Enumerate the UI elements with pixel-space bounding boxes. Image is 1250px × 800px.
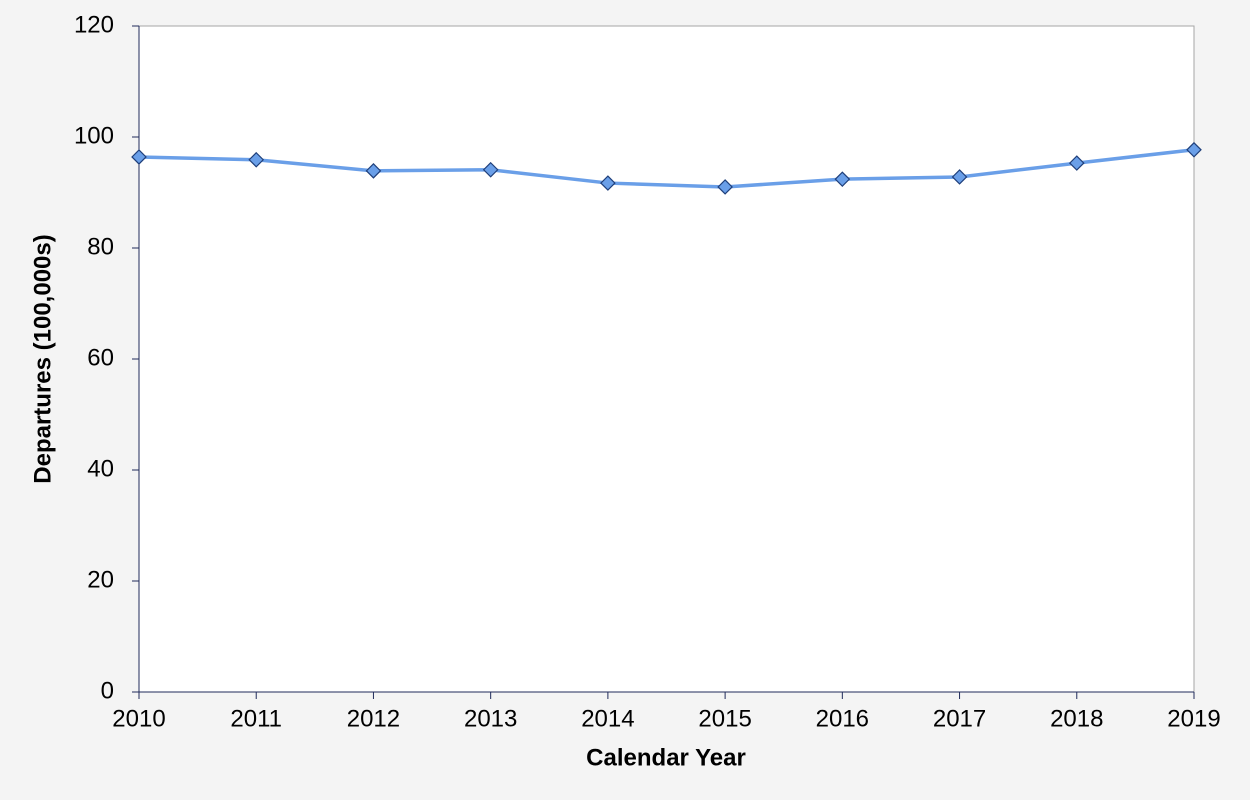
- plot-area: [138, 25, 1195, 693]
- y-tick-label: 120: [74, 11, 114, 38]
- x-tick-label: 2015: [698, 705, 751, 732]
- data-point: [482, 161, 499, 178]
- x-tick-label: 2019: [1167, 705, 1220, 732]
- data-point: [1186, 141, 1202, 158]
- x-tick-label: 2011: [230, 705, 282, 732]
- y-tick-label: 80: [87, 233, 114, 260]
- x-tick-label: 2012: [347, 705, 400, 732]
- y-tick-label: 40: [87, 455, 114, 482]
- x-tick-label: 2010: [112, 705, 165, 732]
- data-point: [834, 171, 851, 188]
- x-axis-title: Calendar Year: [586, 744, 746, 771]
- data-point: [248, 151, 265, 168]
- data-point: [1068, 155, 1085, 171]
- y-tick-label: 60: [87, 344, 114, 371]
- x-tick-label: 2018: [1050, 705, 1103, 732]
- data-point: [600, 175, 616, 191]
- y-axis-title: Departures (100,000s): [29, 234, 56, 483]
- x-tick-label: 2014: [581, 705, 634, 732]
- y-tick-label: 100: [74, 122, 114, 149]
- series-line: [138, 148, 1195, 189]
- y-tick-label: 0: [101, 677, 114, 704]
- data-point: [365, 163, 382, 179]
- y-tick-label: 20: [87, 566, 114, 593]
- data-point: [717, 179, 733, 195]
- x-tick-label: 2017: [933, 705, 986, 732]
- x-tick-label: 2013: [464, 705, 517, 732]
- data-point: [131, 149, 147, 165]
- x-tick-label: 2016: [816, 705, 869, 732]
- data-point: [951, 169, 968, 185]
